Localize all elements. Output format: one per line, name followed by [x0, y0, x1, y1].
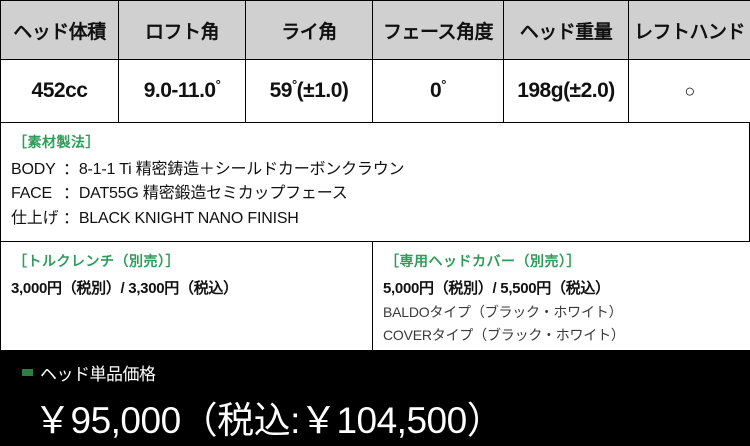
loft-angle-text: 9.0-11.0: [143, 79, 216, 102]
material-text: DAT55G 精密鍛造セミカップフェース: [78, 185, 348, 203]
spec-value-left-hand: ○: [628, 59, 750, 123]
head-cover-variant: BALDOタイプ（ブラック・ホワイト）: [383, 303, 623, 320]
torque-wrench-price: 3,000円（税別）/ 3,300円（税込）: [11, 279, 238, 297]
spec-header-lie-angle: ライ角: [245, 0, 373, 60]
head-cover-label: ［専用ヘッドカバー（別売）］: [385, 252, 581, 269]
material-key: 仕上げ: [11, 209, 59, 227]
spec-header-face-angle: フェース角度: [372, 0, 504, 60]
degree-symbol: °: [291, 76, 297, 92]
lie-angle-tolerance: (±1.0): [296, 79, 349, 102]
material-line: FACE ：DAT55G 精密鍛造セミカップフェース: [11, 182, 739, 206]
material-key: BODY: [11, 161, 56, 178]
degree-symbol: °: [215, 76, 221, 92]
degree-symbol: °: [441, 76, 446, 92]
price-banner-heading: ヘッド単品価格: [22, 360, 750, 385]
price-banner-amount: ￥95,000（税込:￥104,500）: [34, 400, 504, 441]
circle-icon: ○: [684, 81, 695, 101]
price-banner: ヘッド単品価格 ￥95,000（税込:￥104,500）: [0, 350, 750, 446]
material-cell: ［素材製法］ BODY ：8-1-1 Ti 精密鋳造＋シールドカーボンクラウン F…: [0, 123, 750, 242]
material-text: BLACK KNIGHT NANO FINISH: [78, 209, 299, 227]
lie-angle-text: 59: [269, 79, 293, 102]
material-separator: ：: [63, 209, 79, 227]
spec-header-loft-angle: ロフト角: [118, 0, 246, 60]
head-weight-text: 198g(±2.0): [517, 79, 615, 102]
head-cover-variant: COVERタイプ（ブラック・ホワイト）: [383, 327, 625, 344]
spec-value-head-weight: 198g(±2.0): [503, 59, 629, 123]
face-angle-text: 0: [430, 79, 442, 102]
spec-value-loft-angle: 9.0-11.0°: [118, 59, 246, 123]
spec-value-lie-angle: 59°(±1.0): [245, 59, 373, 123]
price-banner-label: ヘッド単品価格: [40, 365, 156, 384]
spec-header-head-weight: ヘッド重量: [503, 0, 629, 60]
material-line: BODY ：8-1-1 Ti 精密鋳造＋シールドカーボンクラウン: [11, 158, 739, 182]
spec-value-head-volume: 452cc: [0, 59, 119, 123]
spec-value-row: 452cc 9.0-11.0° 59°(±1.0) 0° 198g(±2.0) …: [0, 59, 750, 123]
specification-table: ヘッド体積 ロフト角 ライ角 フェース角度 ヘッド重量 レフトハンド 452cc…: [0, 0, 750, 123]
material-separator: ：: [63, 161, 79, 178]
material-line: 仕上げ ：BLACK KNIGHT NANO FINISH: [11, 207, 739, 231]
spec-header-head-volume: ヘッド体積: [0, 0, 119, 60]
torque-wrench-label: ［トルクレンチ（別売）］: [13, 252, 180, 269]
head-volume-text: 452cc: [31, 79, 88, 102]
square-marker-icon: [22, 369, 33, 376]
spec-value-face-angle: 0°: [372, 59, 504, 123]
material-key: FACE: [11, 185, 52, 203]
spec-header-left-hand: レフトハンド: [628, 0, 750, 60]
material-text: 8-1-1 Ti 精密鋳造＋シールドカーボンクラウン: [78, 161, 405, 178]
material-separator: ：: [63, 185, 79, 203]
head-cover-price: 5,000円（税別）/ 5,500円（税込）: [383, 279, 610, 297]
material-section: ［素材製法］ BODY ：8-1-1 Ti 精密鋳造＋シールドカーボンクラウン F…: [0, 123, 750, 242]
material-section-label: ［素材製法］: [13, 134, 100, 150]
spec-header-row: ヘッド体積 ロフト角 ライ角 フェース角度 ヘッド重量 レフトハンド: [0, 0, 750, 60]
